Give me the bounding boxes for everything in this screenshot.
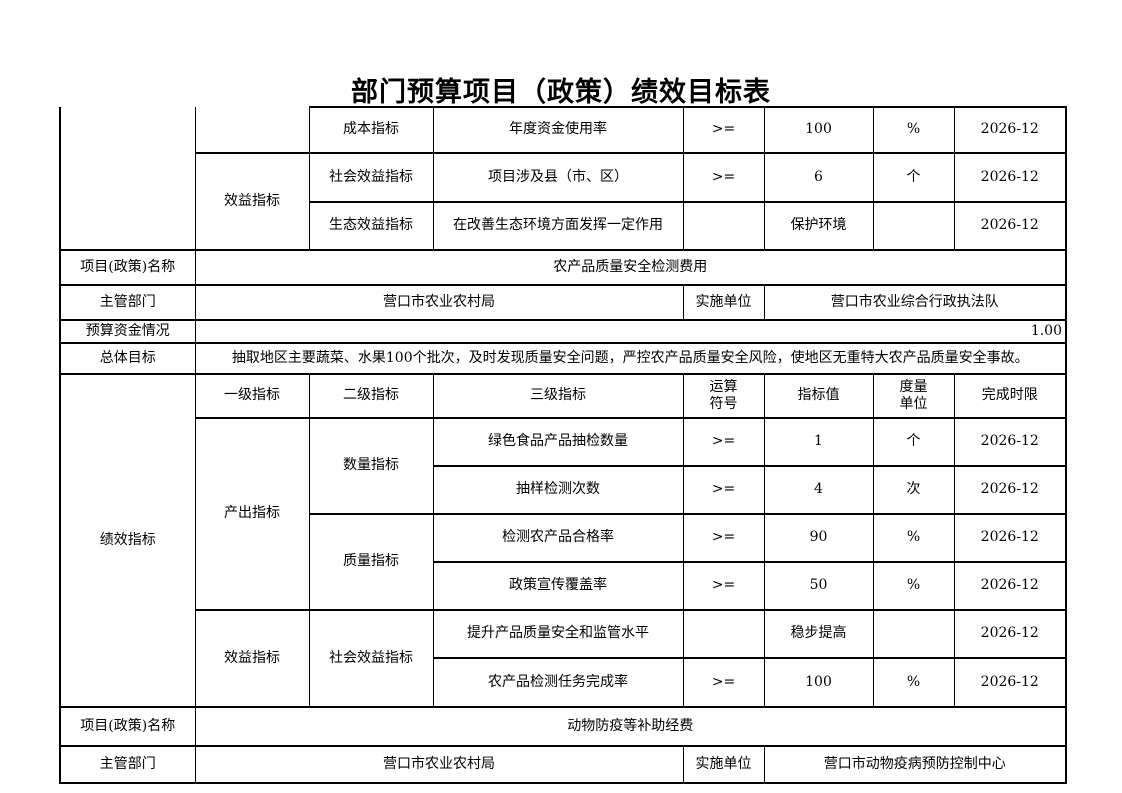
deadline-cell: 2026-12: [953, 465, 1067, 515]
unit-cell: %: [872, 561, 955, 611]
table-row: 项目(政策)名称 动物防疫等补助经费: [59, 706, 1067, 747]
carryover-level2-cell: 成本指标: [308, 106, 434, 154]
indicator-name-cell: 绿色食品产品抽检数量: [432, 417, 684, 467]
project1-name-value: 农产品质量安全检测费用: [194, 249, 1067, 286]
table-row: 总体目标 抽取地区主要蔬菜、水果100个批次，及时发现质量安全问题，严控农产品质…: [59, 342, 1067, 375]
label-competent-dept: 主管部门: [59, 745, 196, 784]
label-overall-goal: 总体目标: [59, 342, 196, 375]
operator-cell: >=: [682, 561, 765, 611]
page-title: 部门预算项目（政策）绩效目标表: [351, 77, 771, 108]
operator-cell: >=: [682, 513, 765, 563]
unit-cell: %: [872, 513, 955, 563]
project1-overall-goal: 抽取地区主要蔬菜、水果100个批次，及时发现质量安全问题，严控农产品质量安全风险…: [194, 342, 1067, 375]
project1-impl-unit-value: 营口市农业综合行政执法队: [763, 284, 1067, 321]
table-row: 项目(政策)名称 农产品质量安全检测费用: [59, 249, 1067, 286]
header-value: 指标值: [763, 373, 874, 419]
indicator-name-cell: 政策宣传覆盖率: [432, 561, 684, 611]
indicator-value-cell: 100: [763, 106, 874, 154]
group-social-benefit: 社会效益指标: [308, 609, 434, 708]
indicator-value-cell: 1: [763, 417, 874, 467]
deadline-cell: 2026-12: [953, 152, 1067, 203]
label-project-name: 项目(政策)名称: [59, 249, 196, 286]
table-row: 抽样检测次数 >= 4 次 2026-12: [60, 465, 1067, 515]
label-impl-unit: 实施单位: [682, 745, 765, 784]
indicator-name-cell: 提升产品质量安全和监管水平: [432, 609, 684, 659]
project1-dept-value: 营口市农业农村局: [194, 284, 684, 321]
carryover-level1-cell: 效益指标: [194, 152, 310, 251]
header-level1: 一级指标: [194, 373, 310, 419]
operator-cell: >=: [682, 465, 765, 515]
group-quantity: 数量指标: [308, 417, 434, 515]
label-budget-funds: 预算资金情况: [59, 319, 196, 344]
unit-cell: 个: [872, 152, 955, 203]
indicator-value-cell: 50: [763, 561, 874, 611]
project1-budget-amount: 1.00: [194, 319, 1067, 344]
operator-cell: >=: [682, 417, 765, 467]
deadline-cell: 2026-12: [953, 609, 1067, 659]
group-quality: 质量指标: [308, 513, 434, 611]
budget-performance-table: 成本指标 年度资金使用率 >= 100 % 2026-12 效益指标 社会效益指…: [59, 106, 1067, 784]
unit-cell: 个: [872, 417, 955, 467]
indicator-name-cell: 项目涉及县（市、区）: [432, 152, 684, 203]
table-row: 农产品检测任务完成率 >= 100 % 2026-12: [60, 657, 1067, 708]
table-row: 预算资金情况 1.00: [59, 319, 1067, 344]
indicator-value-cell: 6: [763, 152, 874, 203]
header-unit: 度量 单位: [872, 373, 955, 419]
unit-cell: 次: [872, 465, 955, 515]
indicator-name-cell: 年度资金使用率: [432, 106, 684, 154]
operator-cell: [682, 609, 765, 659]
table-row: 生态效益指标 在改善生态环境方面发挥一定作用 保护环境 2026-12: [60, 201, 1067, 251]
label-competent-dept: 主管部门: [59, 284, 196, 321]
indicator-name-cell: 在改善生态环境方面发挥一定作用: [432, 201, 684, 251]
deadline-cell: 2026-12: [953, 657, 1067, 708]
carryover-group-spacer: [194, 107, 310, 154]
deadline-cell: 2026-12: [953, 201, 1067, 251]
table-row: 质量指标 检测农产品合格率 >= 90 % 2026-12: [60, 513, 1067, 611]
table-row: 政策宣传覆盖率 >= 50 % 2026-12: [60, 561, 1067, 611]
unit-cell: %: [872, 106, 955, 154]
deadline-cell: 2026-12: [953, 561, 1067, 611]
indicator-value-cell: 保护环境: [763, 201, 874, 251]
table-row: 成本指标 年度资金使用率 >= 100 % 2026-12: [59, 106, 1067, 251]
unit-cell: [872, 201, 955, 251]
indicator-value-cell: 稳步提高: [763, 609, 874, 659]
table-row: 主管部门 营口市农业农村局 实施单位 营口市动物疫病预防控制中心: [59, 745, 1067, 784]
operator-cell: >=: [682, 152, 765, 203]
indicator-value-cell: 4: [763, 465, 874, 515]
indicator-name-cell: 抽样检测次数: [432, 465, 684, 515]
unit-cell: [872, 609, 955, 659]
table-row: 产出指标 数量指标 绿色食品产品抽检数量 >= 1 个 2026-12: [60, 417, 1067, 611]
deadline-cell: 2026-12: [953, 106, 1067, 154]
label-performance-indicators: 绩效指标: [59, 373, 196, 708]
carryover-level1-spacer: [59, 107, 196, 251]
group-output: 产出指标: [194, 417, 310, 611]
indicator-name-cell: 检测农产品合格率: [432, 513, 684, 563]
indicator-name-cell: 农产品检测任务完成率: [432, 657, 684, 708]
operator-cell: [682, 201, 765, 251]
deadline-cell: 2026-12: [953, 417, 1067, 467]
header-operator: 运算 符号: [682, 373, 765, 419]
project2-name-value: 动物防疫等补助经费: [194, 706, 1067, 747]
header-level2: 二级指标: [308, 373, 434, 419]
table-row: 效益指标 社会效益指标 提升产品质量安全和监管水平 稳步提高 2026-12: [60, 609, 1067, 708]
indicator-value-cell: 100: [763, 657, 874, 708]
project2-dept-value: 营口市农业农村局: [194, 745, 684, 784]
label-project-name: 项目(政策)名称: [59, 706, 196, 747]
group-benefit: 效益指标: [194, 609, 310, 708]
operator-cell: >=: [682, 106, 765, 154]
header-deadline: 完成时限: [953, 373, 1067, 419]
project2-impl-unit-value: 营口市动物疫病预防控制中心: [763, 745, 1067, 784]
carryover-level2-cell: 社会效益指标: [308, 152, 434, 203]
label-impl-unit: 实施单位: [682, 284, 765, 321]
table-row: 主管部门 营口市农业农村局 实施单位 营口市农业综合行政执法队: [59, 284, 1067, 321]
operator-cell: >=: [682, 657, 765, 708]
unit-cell: %: [872, 657, 955, 708]
header-level3: 三级指标: [432, 373, 684, 419]
table-row: 绩效指标 一级指标 二级指标 三级指标 运算 符号 指标值 度量 单位 完成时限: [59, 373, 1067, 708]
table-row: 效益指标 社会效益指标 项目涉及县（市、区） >= 6 个 2026-12: [60, 152, 1067, 251]
carryover-level2-cell: 生态效益指标: [308, 201, 434, 251]
deadline-cell: 2026-12: [953, 513, 1067, 563]
indicator-value-cell: 90: [763, 513, 874, 563]
